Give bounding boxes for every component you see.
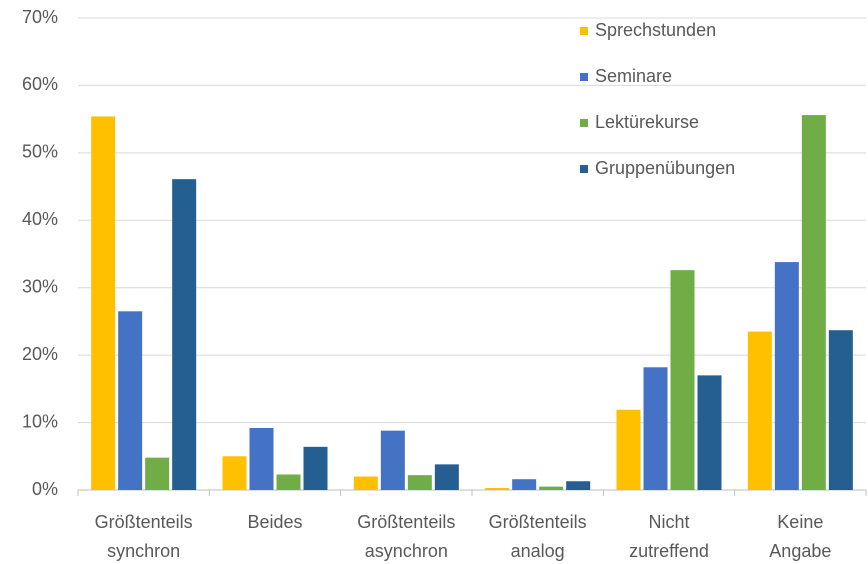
y-tick-label: 70% [22, 7, 58, 27]
bar [434, 464, 459, 490]
bar [407, 475, 432, 490]
y-tick-label: 40% [22, 209, 58, 229]
bar [91, 116, 116, 491]
bar [222, 456, 247, 490]
bar [276, 474, 301, 490]
bar [118, 311, 143, 490]
legend-swatch [580, 73, 588, 81]
bar [380, 430, 405, 490]
legend-swatch [580, 27, 588, 35]
x-tick-label: Größtenteils synchron [95, 512, 193, 561]
bar [747, 331, 772, 490]
y-tick-label: 10% [22, 411, 58, 431]
y-tick-label: 50% [22, 142, 58, 162]
bar [353, 476, 378, 490]
y-tick-label: 0% [32, 479, 58, 499]
bar [249, 427, 274, 490]
legend-label: Gruppenübungen [595, 158, 735, 178]
x-tick-label: Keine Angabe [769, 512, 831, 561]
bar [566, 481, 591, 490]
bar [485, 487, 510, 490]
bar [512, 479, 537, 490]
legend-label: Sprechstunden [595, 20, 716, 40]
legend-label: Lektürekurse [595, 112, 699, 132]
bar [539, 486, 564, 490]
y-tick-label: 30% [22, 276, 58, 296]
legend-label: Seminare [595, 66, 672, 86]
bar [145, 457, 170, 490]
legend-swatch [580, 119, 588, 127]
bar [172, 179, 197, 490]
x-tick-label: Größtenteils asynchron [357, 512, 455, 561]
bar [643, 367, 668, 490]
legend-swatch [580, 165, 588, 173]
bar [828, 330, 853, 490]
bar [670, 270, 695, 490]
x-tick-label: Nicht zutreffend [629, 512, 709, 561]
bar [774, 262, 799, 490]
x-tick-label: Größtenteils analog [489, 512, 587, 561]
y-tick-label: 20% [22, 344, 58, 364]
x-tick-label: Beides [247, 512, 302, 532]
bar [616, 409, 641, 490]
y-tick-label: 60% [22, 74, 58, 94]
bar [801, 115, 826, 491]
bar [303, 446, 328, 490]
bar [697, 375, 722, 490]
